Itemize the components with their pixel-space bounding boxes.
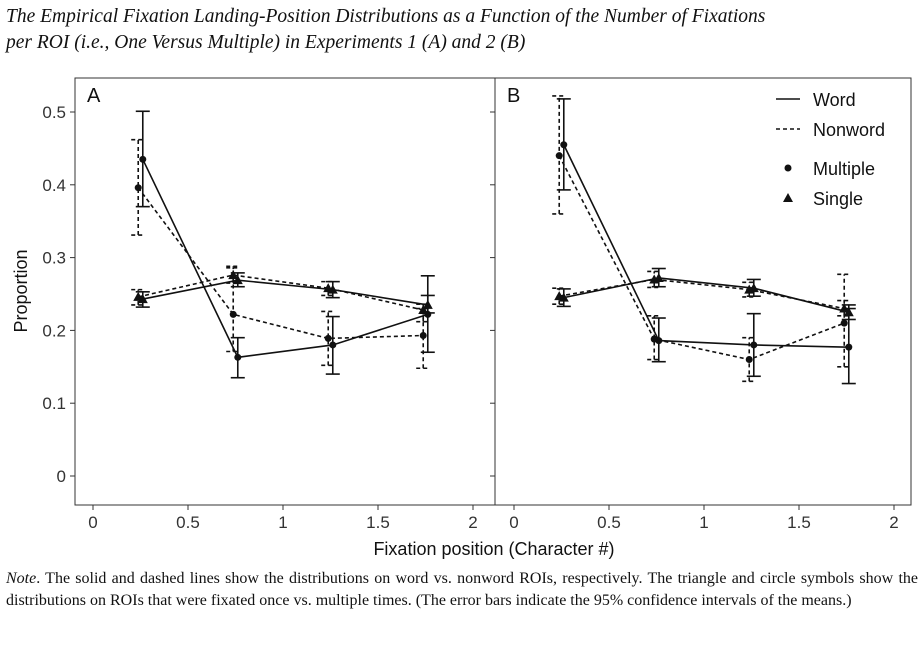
x-tick-label: 0: [88, 513, 97, 532]
note-label: Note: [6, 570, 37, 587]
data-point-triangle: [843, 307, 854, 317]
series-line: [563, 277, 849, 313]
data-point-triangle: [418, 305, 429, 315]
series-line: [559, 278, 845, 310]
y-tick-label: 0.2: [42, 321, 66, 340]
panel-b: B 0 0.5 1 1.5 2 Word Nonword Multiple Single: [490, 77, 912, 532]
x-tick-label: 1.5: [787, 513, 811, 532]
panel-a: A 0 0.5 1 1.5 2 0 0.1 0.2 0.3 0.4 0.5: [42, 77, 496, 532]
x-tick-label: 1: [278, 513, 287, 532]
x-tick-label: 2: [889, 513, 898, 532]
data-point-circle: [229, 310, 237, 318]
series-nonword-multiple: [552, 95, 852, 383]
series-nonword-single: [552, 270, 852, 317]
data-point-circle: [750, 341, 758, 349]
data-point-circle: [234, 353, 242, 361]
x-tick-label: 1: [699, 513, 708, 532]
data-point-triangle: [554, 291, 565, 301]
series-word-multiple: [135, 110, 435, 379]
panel-label: B: [507, 85, 520, 107]
x-tick-label: 2: [468, 513, 477, 532]
x-tick-label: 0: [509, 513, 518, 532]
x-tick-label: 0.5: [176, 513, 200, 532]
series-line: [558, 155, 845, 361]
data-point-triangle: [228, 270, 239, 280]
legend-label: Multiple: [813, 159, 875, 179]
legend: Word Nonword Multiple Single: [776, 90, 885, 209]
data-point-circle: [324, 334, 332, 342]
x-tick-label: 0.5: [597, 513, 621, 532]
data-point-triangle: [649, 274, 660, 284]
legend-label: Single: [813, 189, 863, 209]
data-point-circle: [845, 343, 853, 351]
series-nonword-single: [131, 266, 431, 323]
y-axis-title: Proportion: [11, 249, 31, 332]
y-tick-label: 0.1: [42, 394, 66, 413]
data-point-circle: [139, 155, 147, 163]
data-point-circle: [419, 331, 427, 339]
legend-label: Nonword: [813, 120, 885, 140]
figure-note: Note. The solid and dashed lines show th…: [6, 568, 918, 612]
note-text: . The solid and dashed lines show the di…: [6, 570, 918, 609]
legend-label: Word: [813, 90, 856, 110]
chart: A 0 0.5 1 1.5 2 0 0.1 0.2 0.3 0.4 0.5 B 0 0.5 1 1.5 2 Word…: [11, 77, 912, 559]
series-line: [142, 279, 428, 306]
y-tick-label: 0.5: [42, 103, 66, 122]
series-line: [563, 144, 849, 348]
data-point-circle: [555, 152, 563, 160]
data-point-circle: [560, 141, 568, 149]
x-tick-label: 1.5: [366, 513, 390, 532]
series-word-single: [556, 267, 856, 321]
y-tick-label: 0.4: [42, 176, 66, 195]
y-tick-label: 0.3: [42, 249, 66, 268]
series-word-single: [135, 272, 435, 314]
series-word-multiple: [556, 98, 856, 385]
panel-frame: [494, 77, 912, 506]
figure-title-line-2: per ROI (i.e., One Versus Multiple) in E…: [6, 32, 526, 53]
data-point-circle: [329, 341, 337, 349]
legend-triangle-marker: [783, 193, 793, 202]
figure-title-line-1: The Empirical Fixation Landing-Position …: [6, 6, 766, 27]
data-point-circle: [840, 319, 848, 327]
y-tick-label: 0: [57, 467, 66, 486]
series-line: [138, 274, 424, 311]
series-line: [137, 187, 424, 340]
data-point-circle: [745, 356, 753, 364]
figure-title: The Empirical Fixation Landing-Position …: [6, 4, 921, 56]
data-point-circle: [134, 184, 142, 192]
data-point-triangle: [839, 303, 850, 313]
panel-label: A: [87, 85, 101, 107]
legend-circle-marker: [784, 164, 792, 172]
data-point-triangle: [133, 291, 144, 301]
data-point-triangle: [744, 284, 755, 294]
series-nonword-multiple: [131, 138, 431, 370]
data-point-triangle: [422, 299, 433, 309]
data-point-triangle: [323, 283, 334, 293]
data-point-triangle: [232, 275, 243, 285]
data-point-circle: [650, 335, 658, 343]
x-axis-title: Fixation position (Character #): [373, 539, 614, 559]
